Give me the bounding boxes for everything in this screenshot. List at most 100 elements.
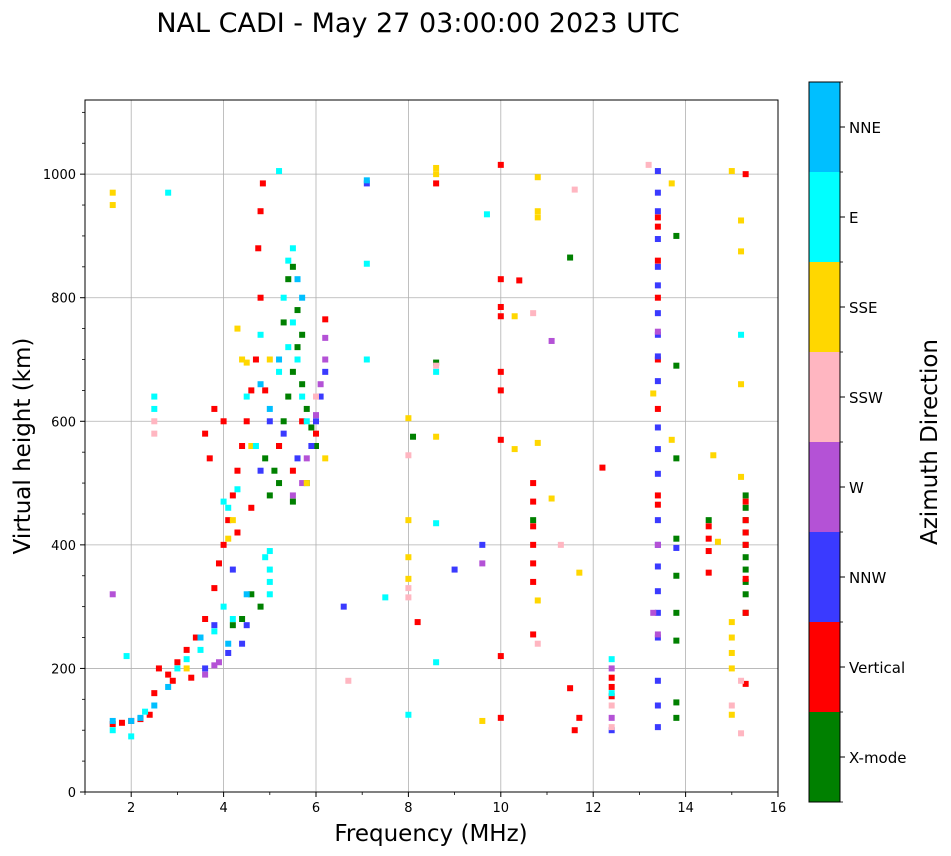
data-point	[252, 356, 259, 363]
data-point	[322, 316, 329, 323]
data-point	[738, 730, 745, 737]
data-point	[654, 492, 661, 499]
x-tick-label: 8	[404, 801, 412, 816]
data-point	[433, 164, 440, 171]
data-point	[229, 492, 236, 499]
data-point	[220, 603, 227, 610]
data-point	[285, 393, 292, 400]
data-point	[673, 455, 680, 462]
data-point	[497, 714, 504, 721]
data-point	[742, 609, 749, 616]
data-point	[405, 517, 412, 524]
colorbar-segment	[809, 622, 840, 712]
data-point	[571, 186, 578, 193]
data-point	[654, 328, 661, 335]
data-point	[382, 594, 389, 601]
data-point	[534, 439, 541, 446]
data-point	[479, 541, 486, 548]
data-point	[109, 202, 116, 209]
data-point	[654, 294, 661, 301]
y-tick-label: 0	[68, 786, 76, 801]
data-point	[289, 245, 296, 252]
data-point	[608, 724, 615, 731]
data-point	[608, 727, 615, 734]
data-point	[225, 649, 232, 656]
data-point	[654, 223, 661, 230]
data-point	[608, 690, 615, 697]
data-point	[317, 381, 324, 388]
data-point	[137, 714, 144, 721]
data-point	[255, 245, 262, 252]
data-point	[433, 171, 440, 178]
data-point	[289, 319, 296, 326]
data-point	[165, 671, 172, 678]
data-point	[673, 699, 680, 706]
data-point	[197, 646, 204, 653]
data-point	[511, 313, 518, 320]
data-point	[654, 541, 661, 548]
data-point	[174, 665, 181, 672]
data-point	[299, 294, 306, 301]
data-point	[313, 412, 319, 419]
colorbar-label: Azimuth Direction	[917, 339, 943, 545]
data-point	[234, 467, 241, 474]
data-point	[654, 501, 661, 508]
data-point	[322, 368, 329, 375]
data-point	[202, 616, 209, 622]
data-point	[174, 659, 181, 666]
series-vertical	[109, 161, 749, 734]
data-point	[433, 362, 440, 369]
data-point	[497, 653, 504, 660]
data-point	[530, 631, 537, 638]
data-point	[206, 455, 213, 462]
x-tick-label: 2	[127, 801, 135, 816]
x-tick-label: 14	[677, 801, 694, 816]
data-point	[266, 405, 273, 412]
data-point	[225, 640, 232, 647]
data-point	[530, 498, 537, 505]
data-point	[742, 171, 749, 178]
data-point	[530, 480, 537, 487]
data-point	[303, 480, 310, 487]
data-point	[257, 381, 264, 388]
data-point	[151, 405, 158, 412]
data-point	[654, 702, 661, 709]
data-point	[405, 452, 412, 459]
data-point	[313, 443, 319, 449]
data-point	[225, 517, 232, 524]
data-point	[308, 443, 315, 449]
data-point	[742, 554, 749, 561]
data-point	[345, 677, 352, 684]
data-point	[654, 310, 661, 317]
y-tick-label: 600	[51, 415, 76, 430]
data-point	[728, 619, 735, 626]
colorbar-segment	[809, 352, 840, 442]
data-point	[728, 665, 735, 672]
data-point	[239, 356, 246, 363]
data-point	[654, 378, 661, 385]
data-point	[530, 560, 537, 567]
data-point	[673, 609, 680, 616]
data-point	[197, 634, 204, 641]
data-point	[650, 609, 657, 616]
data-point	[742, 529, 749, 536]
data-point	[142, 708, 149, 715]
data-point	[109, 717, 116, 724]
data-point	[294, 307, 301, 314]
data-point	[276, 168, 283, 175]
data-point	[654, 405, 661, 412]
data-point	[248, 387, 255, 394]
data-point	[742, 578, 749, 585]
data-point	[262, 455, 269, 462]
data-point	[673, 362, 680, 369]
data-point	[673, 232, 680, 239]
data-point	[738, 248, 745, 255]
data-point	[497, 303, 504, 310]
data-point	[276, 368, 283, 375]
data-point	[243, 418, 250, 425]
data-point	[239, 443, 246, 449]
data-point	[262, 554, 269, 561]
data-point	[654, 208, 661, 215]
series-sse	[109, 164, 745, 724]
data-point	[410, 433, 417, 440]
